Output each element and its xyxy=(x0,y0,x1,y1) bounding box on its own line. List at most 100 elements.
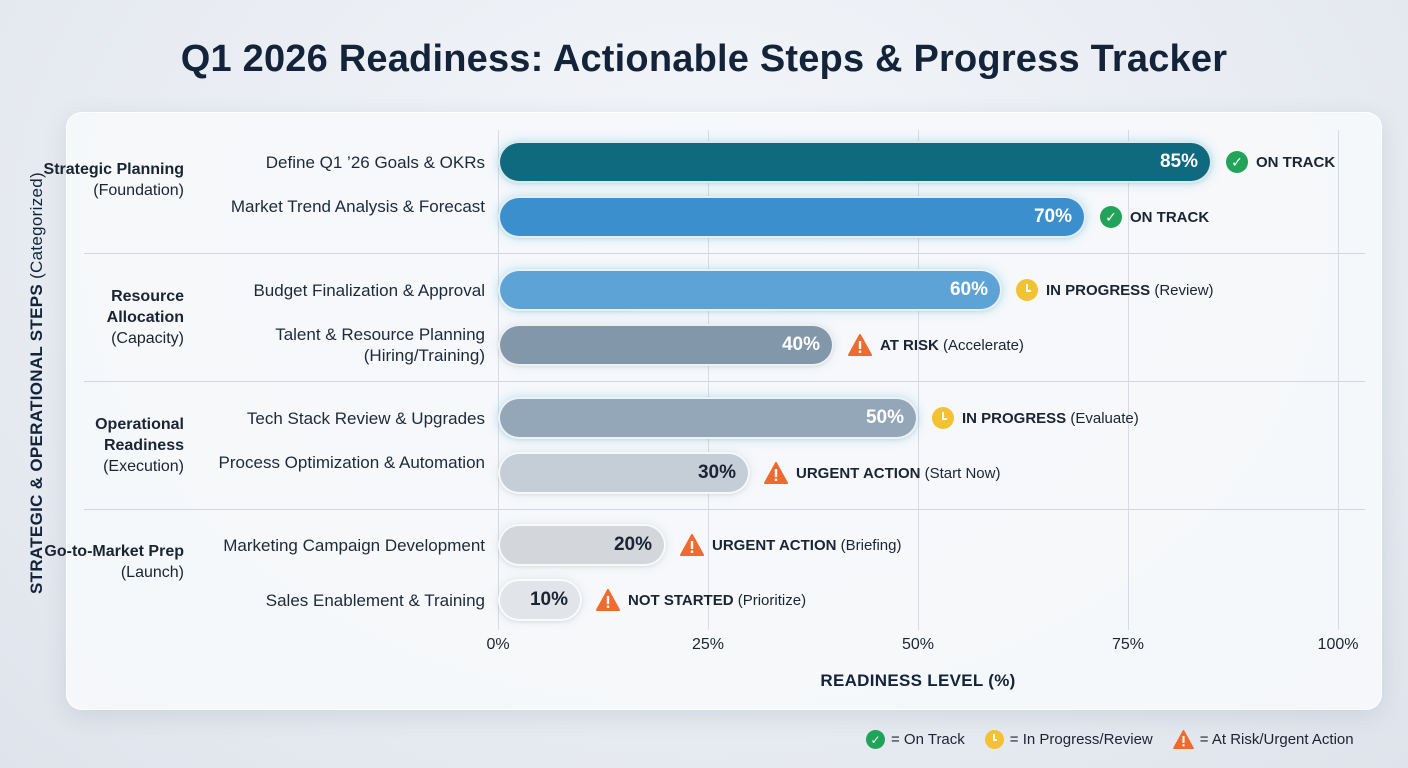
category-subtitle: (Capacity) xyxy=(111,330,184,347)
status-label: URGENT ACTION xyxy=(796,464,921,482)
bar-value-label: 70% xyxy=(1033,206,1072,227)
x-axis-title: READINESS LEVEL (%) xyxy=(820,671,1016,690)
progress-bar: 70% xyxy=(498,196,1086,238)
category-subtitle: (Foundation) xyxy=(93,182,184,199)
status-text: ON TRACK xyxy=(1130,209,1209,226)
category-subtitle: (Execution) xyxy=(103,458,184,475)
x-tick-label: 100% xyxy=(1317,636,1359,653)
status-note: (Review) xyxy=(1150,281,1214,299)
legend-warning-icon xyxy=(1172,730,1194,749)
legend-clock-icon xyxy=(984,730,1004,749)
step-label: Sales Enablement & Training xyxy=(265,590,485,610)
check-circle-icon: ✓ xyxy=(1100,206,1122,228)
status-note: (Start Now) xyxy=(920,464,1001,482)
check-circle-icon: ✓ xyxy=(1226,151,1248,173)
x-gridline xyxy=(708,130,709,630)
legend-label: = On Track xyxy=(891,731,965,748)
status-note: (Accelerate) xyxy=(938,336,1024,354)
progress-bar: 40% xyxy=(498,324,834,366)
category-name: Go-to-Market Prep xyxy=(44,543,184,560)
status-indicator: ✓ ON TRACK xyxy=(1100,206,1209,228)
x-gridline xyxy=(1128,130,1129,630)
x-tick-label: 50% xyxy=(901,636,935,653)
x-tick-label: 75% xyxy=(1111,636,1145,653)
bar-value-label: 40% xyxy=(781,334,820,355)
progress-bar: 20% xyxy=(498,524,666,566)
category-label: Resource Allocation (Capacity) xyxy=(34,286,184,349)
page-title: Q1 2026 Readiness: Actionable Steps & Pr… xyxy=(180,38,1228,80)
x-gridline xyxy=(1338,130,1339,630)
progress-bar: 85% xyxy=(498,141,1212,183)
category-name: Resource Allocation xyxy=(106,288,184,326)
legend-check-icon: ✓ xyxy=(866,730,885,749)
progress-bar: 10% xyxy=(498,579,582,621)
bar-value-label: 50% xyxy=(865,407,904,428)
x-gridline xyxy=(918,130,919,630)
x-tick-label: 25% xyxy=(691,636,725,653)
x-gridline xyxy=(498,130,499,630)
progress-bar: 30% xyxy=(498,452,750,494)
status-note: (Prioritize) xyxy=(733,591,807,609)
status-label: URGENT ACTION xyxy=(712,536,837,554)
x-tick-label: 0% xyxy=(486,636,510,653)
warning-icon xyxy=(596,589,620,611)
category-name: Operational Readiness xyxy=(95,416,184,454)
status-text: AT RISK (Accelerate) xyxy=(880,337,1024,354)
bar-value-label: 10% xyxy=(529,589,568,610)
status-indicator: AT RISK (Accelerate) xyxy=(848,334,1024,356)
status-note: (Briefing) xyxy=(836,536,902,554)
status-text: URGENT ACTION (Briefing) xyxy=(712,537,901,554)
warning-icon xyxy=(848,334,872,356)
legend-label: = In Progress/Review xyxy=(1009,731,1153,748)
status-indicator: URGENT ACTION (Briefing) xyxy=(680,534,901,556)
status-label: ON TRACK xyxy=(1130,208,1210,226)
step-label: Market Trend Analysis & Forecast xyxy=(230,197,485,216)
status-indicator: IN PROGRESS (Evaluate) xyxy=(932,407,1139,429)
group-separator xyxy=(84,253,1365,254)
status-label: ON TRACK xyxy=(1256,153,1336,171)
warning-icon xyxy=(680,534,704,556)
status-text: ON TRACK xyxy=(1256,154,1335,171)
legend: ✓ = On Track = In Progress/Review = At Risk… xyxy=(866,730,1354,749)
group-separator xyxy=(84,509,1365,510)
category-subtitle: (Launch) xyxy=(120,564,184,581)
category-name: Strategic Planning xyxy=(43,161,184,178)
group-separator xyxy=(84,381,1365,382)
progress-bar: 50% xyxy=(498,397,918,439)
bar-value-label: 60% xyxy=(949,279,988,300)
bar-value-label: 30% xyxy=(697,462,736,483)
step-label: Tech Stack Review & Upgrades xyxy=(246,408,485,428)
status-indicator: NOT STARTED (Prioritize) xyxy=(596,589,806,611)
legend-item: ✓ = On Track xyxy=(866,730,965,749)
legend-label: = At Risk/Urgent Action xyxy=(1199,731,1354,748)
bar-value-label: 85% xyxy=(1159,151,1198,172)
status-indicator: URGENT ACTION (Start Now) xyxy=(764,462,1000,484)
status-text: NOT STARTED (Prioritize) xyxy=(628,592,806,609)
warning-icon xyxy=(764,462,788,484)
status-text: IN PROGRESS (Review) xyxy=(1046,282,1214,299)
step-label: Budget Finalization & Approval xyxy=(253,280,485,300)
step-label: Marketing Campaign Development xyxy=(223,535,485,555)
status-note: (Evaluate) xyxy=(1066,409,1139,427)
status-label: NOT STARTED xyxy=(628,591,734,609)
clock-icon xyxy=(1016,279,1038,301)
status-text: URGENT ACTION (Start Now) xyxy=(796,465,1000,482)
bar-value-label: 20% xyxy=(613,534,652,555)
legend-item: = At Risk/Urgent Action xyxy=(1172,730,1354,749)
step-label: Talent & Resource Planning (Hiring/Train… xyxy=(275,325,485,365)
y-axis-title: STRATEGIC & OPERATIONAL STEPS (Categoriz… xyxy=(27,172,47,594)
status-label: AT RISK xyxy=(880,336,939,354)
category-label: Operational Readiness (Execution) xyxy=(34,414,184,477)
status-label: IN PROGRESS xyxy=(1046,281,1151,299)
category-label: Strategic Planning (Foundation) xyxy=(34,159,184,201)
step-label: Process Optimization & Automation xyxy=(218,453,485,472)
clock-icon xyxy=(932,407,954,429)
progress-bar: 60% xyxy=(498,269,1002,311)
legend-item: = In Progress/Review xyxy=(984,730,1153,749)
status-text: IN PROGRESS (Evaluate) xyxy=(962,410,1139,427)
status-label: IN PROGRESS xyxy=(962,409,1067,427)
status-indicator: ✓ ON TRACK xyxy=(1226,151,1335,173)
status-indicator: IN PROGRESS (Review) xyxy=(1016,279,1214,301)
category-label: Go-to-Market Prep (Launch) xyxy=(34,541,184,583)
step-label: Define Q1 ’26 Goals & OKRs xyxy=(265,152,485,172)
